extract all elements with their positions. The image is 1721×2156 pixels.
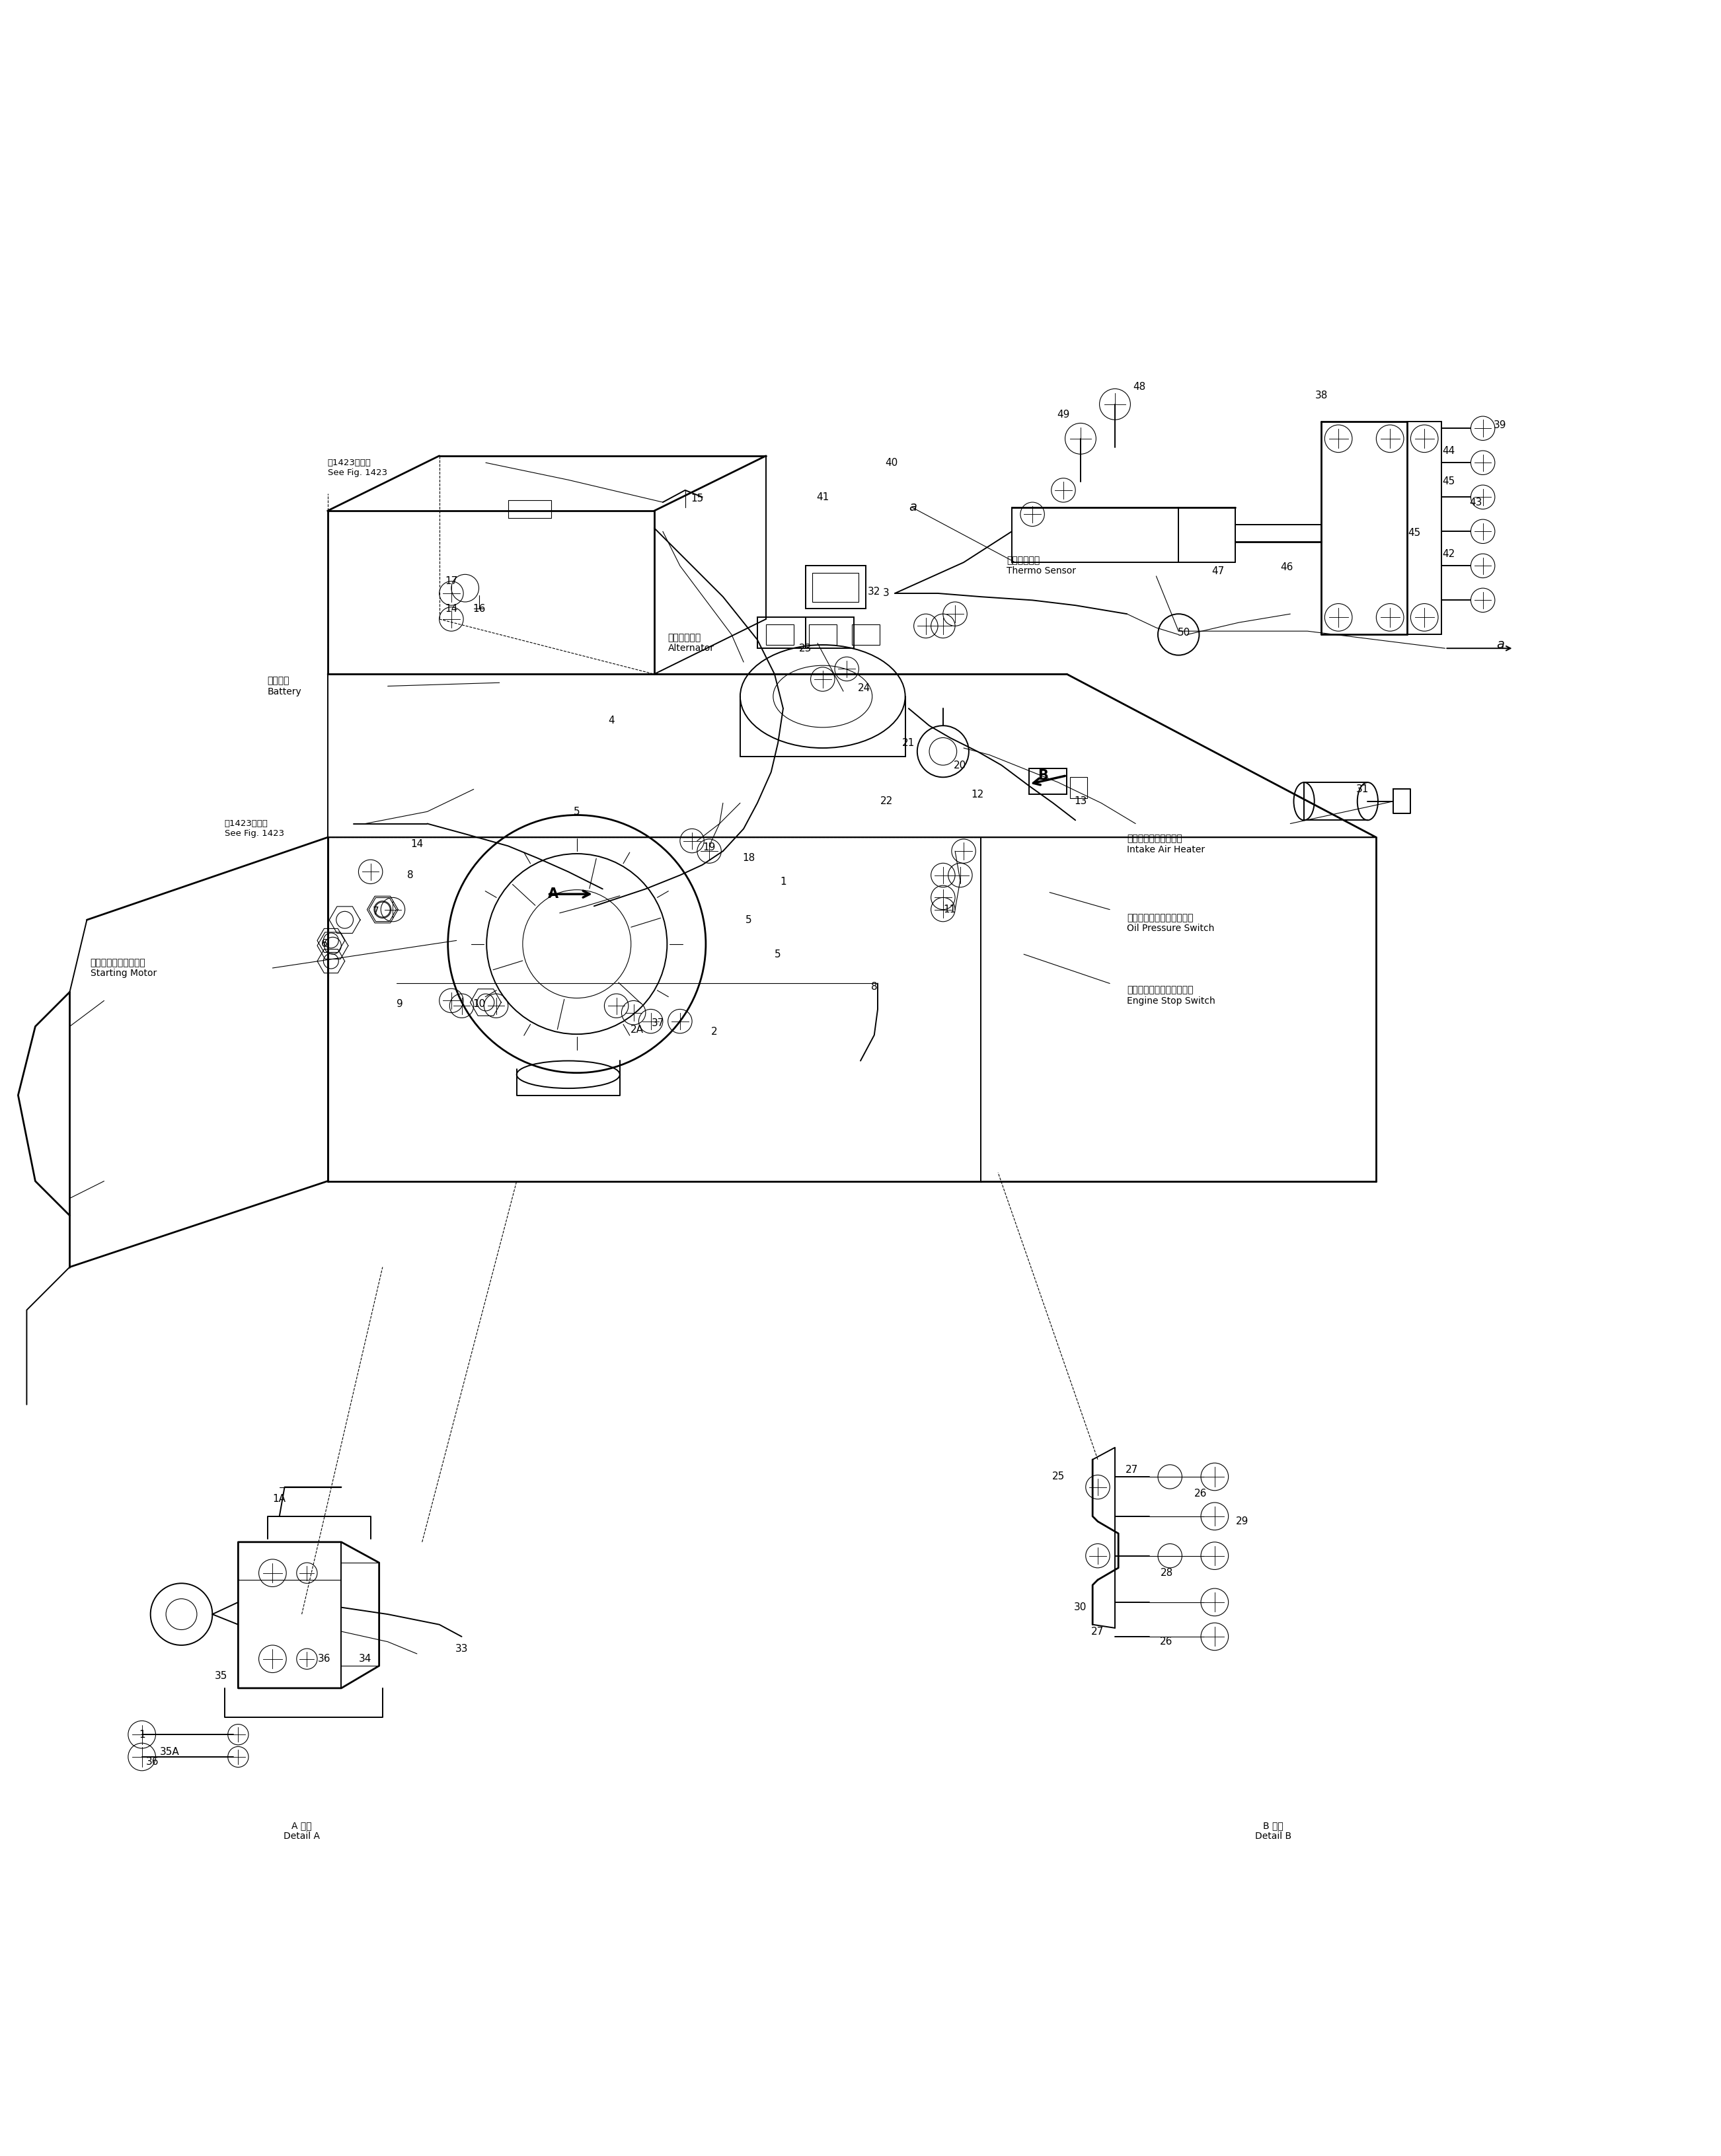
Text: 28: 28: [1160, 1567, 1174, 1578]
Text: 8: 8: [406, 871, 413, 880]
Text: 1: 1: [780, 877, 786, 886]
Bar: [757, 617, 805, 649]
Text: 47: 47: [1212, 567, 1224, 576]
Text: 39: 39: [1494, 420, 1506, 429]
Text: 4: 4: [608, 716, 614, 724]
Text: 48: 48: [1132, 382, 1146, 392]
Text: 14: 14: [411, 839, 423, 849]
Text: B 詳細
Detail B: B 詳細 Detail B: [1255, 1822, 1291, 1841]
Text: 31: 31: [1356, 785, 1368, 793]
Text: 36: 36: [318, 1654, 330, 1664]
Text: 7: 7: [372, 906, 379, 916]
Text: 17: 17: [446, 576, 458, 586]
Bar: [1070, 776, 1088, 798]
Text: サーモセンサ
Thermo Sensor: サーモセンサ Thermo Sensor: [1007, 556, 1076, 576]
Text: 20: 20: [953, 761, 967, 770]
Text: 32: 32: [867, 586, 881, 597]
Text: 2: 2: [711, 1026, 718, 1037]
Text: 35: 35: [215, 1671, 227, 1682]
Text: 33: 33: [456, 1643, 468, 1654]
Bar: [809, 625, 836, 645]
Bar: [805, 617, 854, 649]
Text: 22: 22: [879, 796, 893, 806]
Text: 41: 41: [816, 492, 830, 502]
Text: インテークエアヒータ
Intake Air Heater: インテークエアヒータ Intake Air Heater: [1127, 834, 1205, 854]
Text: スターティングモータ
Starting Motor: スターティングモータ Starting Motor: [89, 957, 157, 979]
Text: 第1423図参照
See Fig. 1423: 第1423図参照 See Fig. 1423: [224, 819, 284, 839]
Text: バッテリ
Battery: バッテリ Battery: [267, 677, 301, 696]
Text: 12: 12: [971, 789, 984, 800]
Text: 49: 49: [1057, 410, 1070, 420]
Text: 34: 34: [360, 1654, 372, 1664]
Text: 18: 18: [742, 854, 756, 862]
Text: a: a: [909, 500, 917, 513]
Text: 45: 45: [1408, 528, 1420, 539]
Text: 1A: 1A: [274, 1494, 286, 1505]
Text: 23: 23: [799, 642, 812, 653]
Text: 42: 42: [1442, 550, 1454, 558]
Bar: [1029, 770, 1067, 793]
Text: 27: 27: [1091, 1626, 1105, 1636]
Text: オイルプレッシャスイッチ
Oil Pressure Switch: オイルプレッシャスイッチ Oil Pressure Switch: [1127, 914, 1215, 934]
Text: 15: 15: [690, 494, 704, 505]
Text: 24: 24: [857, 683, 871, 692]
Text: 第1423図参照
See Fig. 1423: 第1423図参照 See Fig. 1423: [327, 459, 387, 476]
Text: 1: 1: [139, 1729, 145, 1740]
Text: 26: 26: [1160, 1636, 1174, 1647]
Text: A 詳細
Detail A: A 詳細 Detail A: [284, 1822, 320, 1841]
Text: 43: 43: [1470, 498, 1482, 507]
Text: 27: 27: [1126, 1464, 1139, 1475]
Text: 36: 36: [146, 1757, 158, 1768]
Text: 46: 46: [1280, 563, 1292, 573]
Bar: [766, 625, 793, 645]
Text: B: B: [1038, 770, 1048, 783]
Text: 6: 6: [320, 940, 327, 949]
Text: 40: 40: [885, 457, 898, 468]
Text: 2A: 2A: [630, 1024, 644, 1035]
Text: 8: 8: [871, 981, 878, 992]
Text: オルタネータ
Alternator: オルタネータ Alternator: [668, 634, 714, 653]
Text: 21: 21: [902, 737, 916, 748]
Text: 5: 5: [745, 914, 752, 925]
Text: 14: 14: [446, 604, 458, 614]
Text: 45: 45: [1442, 476, 1454, 487]
Text: 38: 38: [1315, 390, 1327, 401]
Text: 30: 30: [1074, 1602, 1088, 1613]
Text: 11: 11: [943, 906, 957, 914]
Text: 5: 5: [774, 949, 781, 959]
Text: 25: 25: [1052, 1473, 1065, 1481]
Text: 9: 9: [396, 998, 403, 1009]
Text: 10: 10: [473, 998, 485, 1009]
Text: 19: 19: [702, 843, 716, 852]
Text: 29: 29: [1236, 1516, 1248, 1526]
Text: 13: 13: [1074, 796, 1088, 806]
Text: 5: 5: [573, 806, 580, 817]
Bar: [812, 573, 859, 602]
Text: 3: 3: [883, 589, 890, 597]
Text: 50: 50: [1177, 627, 1189, 638]
Text: A: A: [547, 888, 558, 901]
Text: エンジンストップスイッチ
Engine Stop Switch: エンジンストップスイッチ Engine Stop Switch: [1127, 985, 1215, 1005]
Text: 44: 44: [1442, 446, 1454, 455]
Text: 35A: 35A: [160, 1746, 179, 1757]
Bar: [852, 625, 879, 645]
Text: 26: 26: [1194, 1490, 1208, 1498]
Bar: [805, 565, 866, 608]
Text: a: a: [1497, 638, 1504, 651]
Text: 16: 16: [473, 604, 485, 614]
Text: 37: 37: [651, 1018, 664, 1028]
